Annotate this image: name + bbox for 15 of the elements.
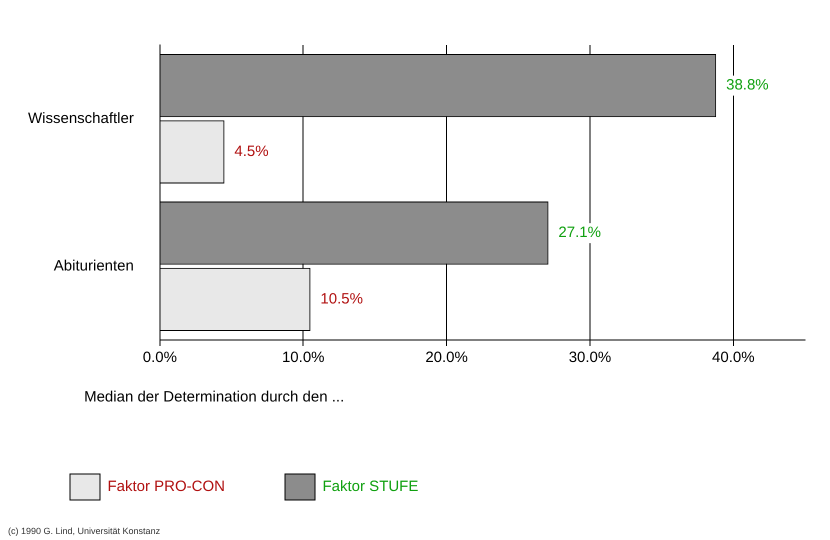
x-tick-label: 20.0% [425,349,468,366]
x-tick-label: 10.0% [282,349,324,366]
data-label: 38.8% [726,76,769,94]
data-label: 10.5% [320,290,363,308]
y-tick-label: Wissenschaftler [28,110,134,127]
legend-label: Faktor PRO-CON [108,478,226,496]
legend-label: Faktor STUFE [322,478,418,496]
data-label: 4.5% [234,143,269,160]
data-label: 27.1% [558,224,601,242]
x-tick-label: 0.0% [142,349,177,366]
legend-title: Median der Determination durch den ... [84,388,344,406]
x-tick-label: 40.0% [712,349,755,366]
text: (c) 1990 G. Lind, Universität Konstanz [8,526,160,536]
y-tick-label: Abiturienten [54,257,134,274]
x-tick-label: 30.0% [568,349,612,366]
